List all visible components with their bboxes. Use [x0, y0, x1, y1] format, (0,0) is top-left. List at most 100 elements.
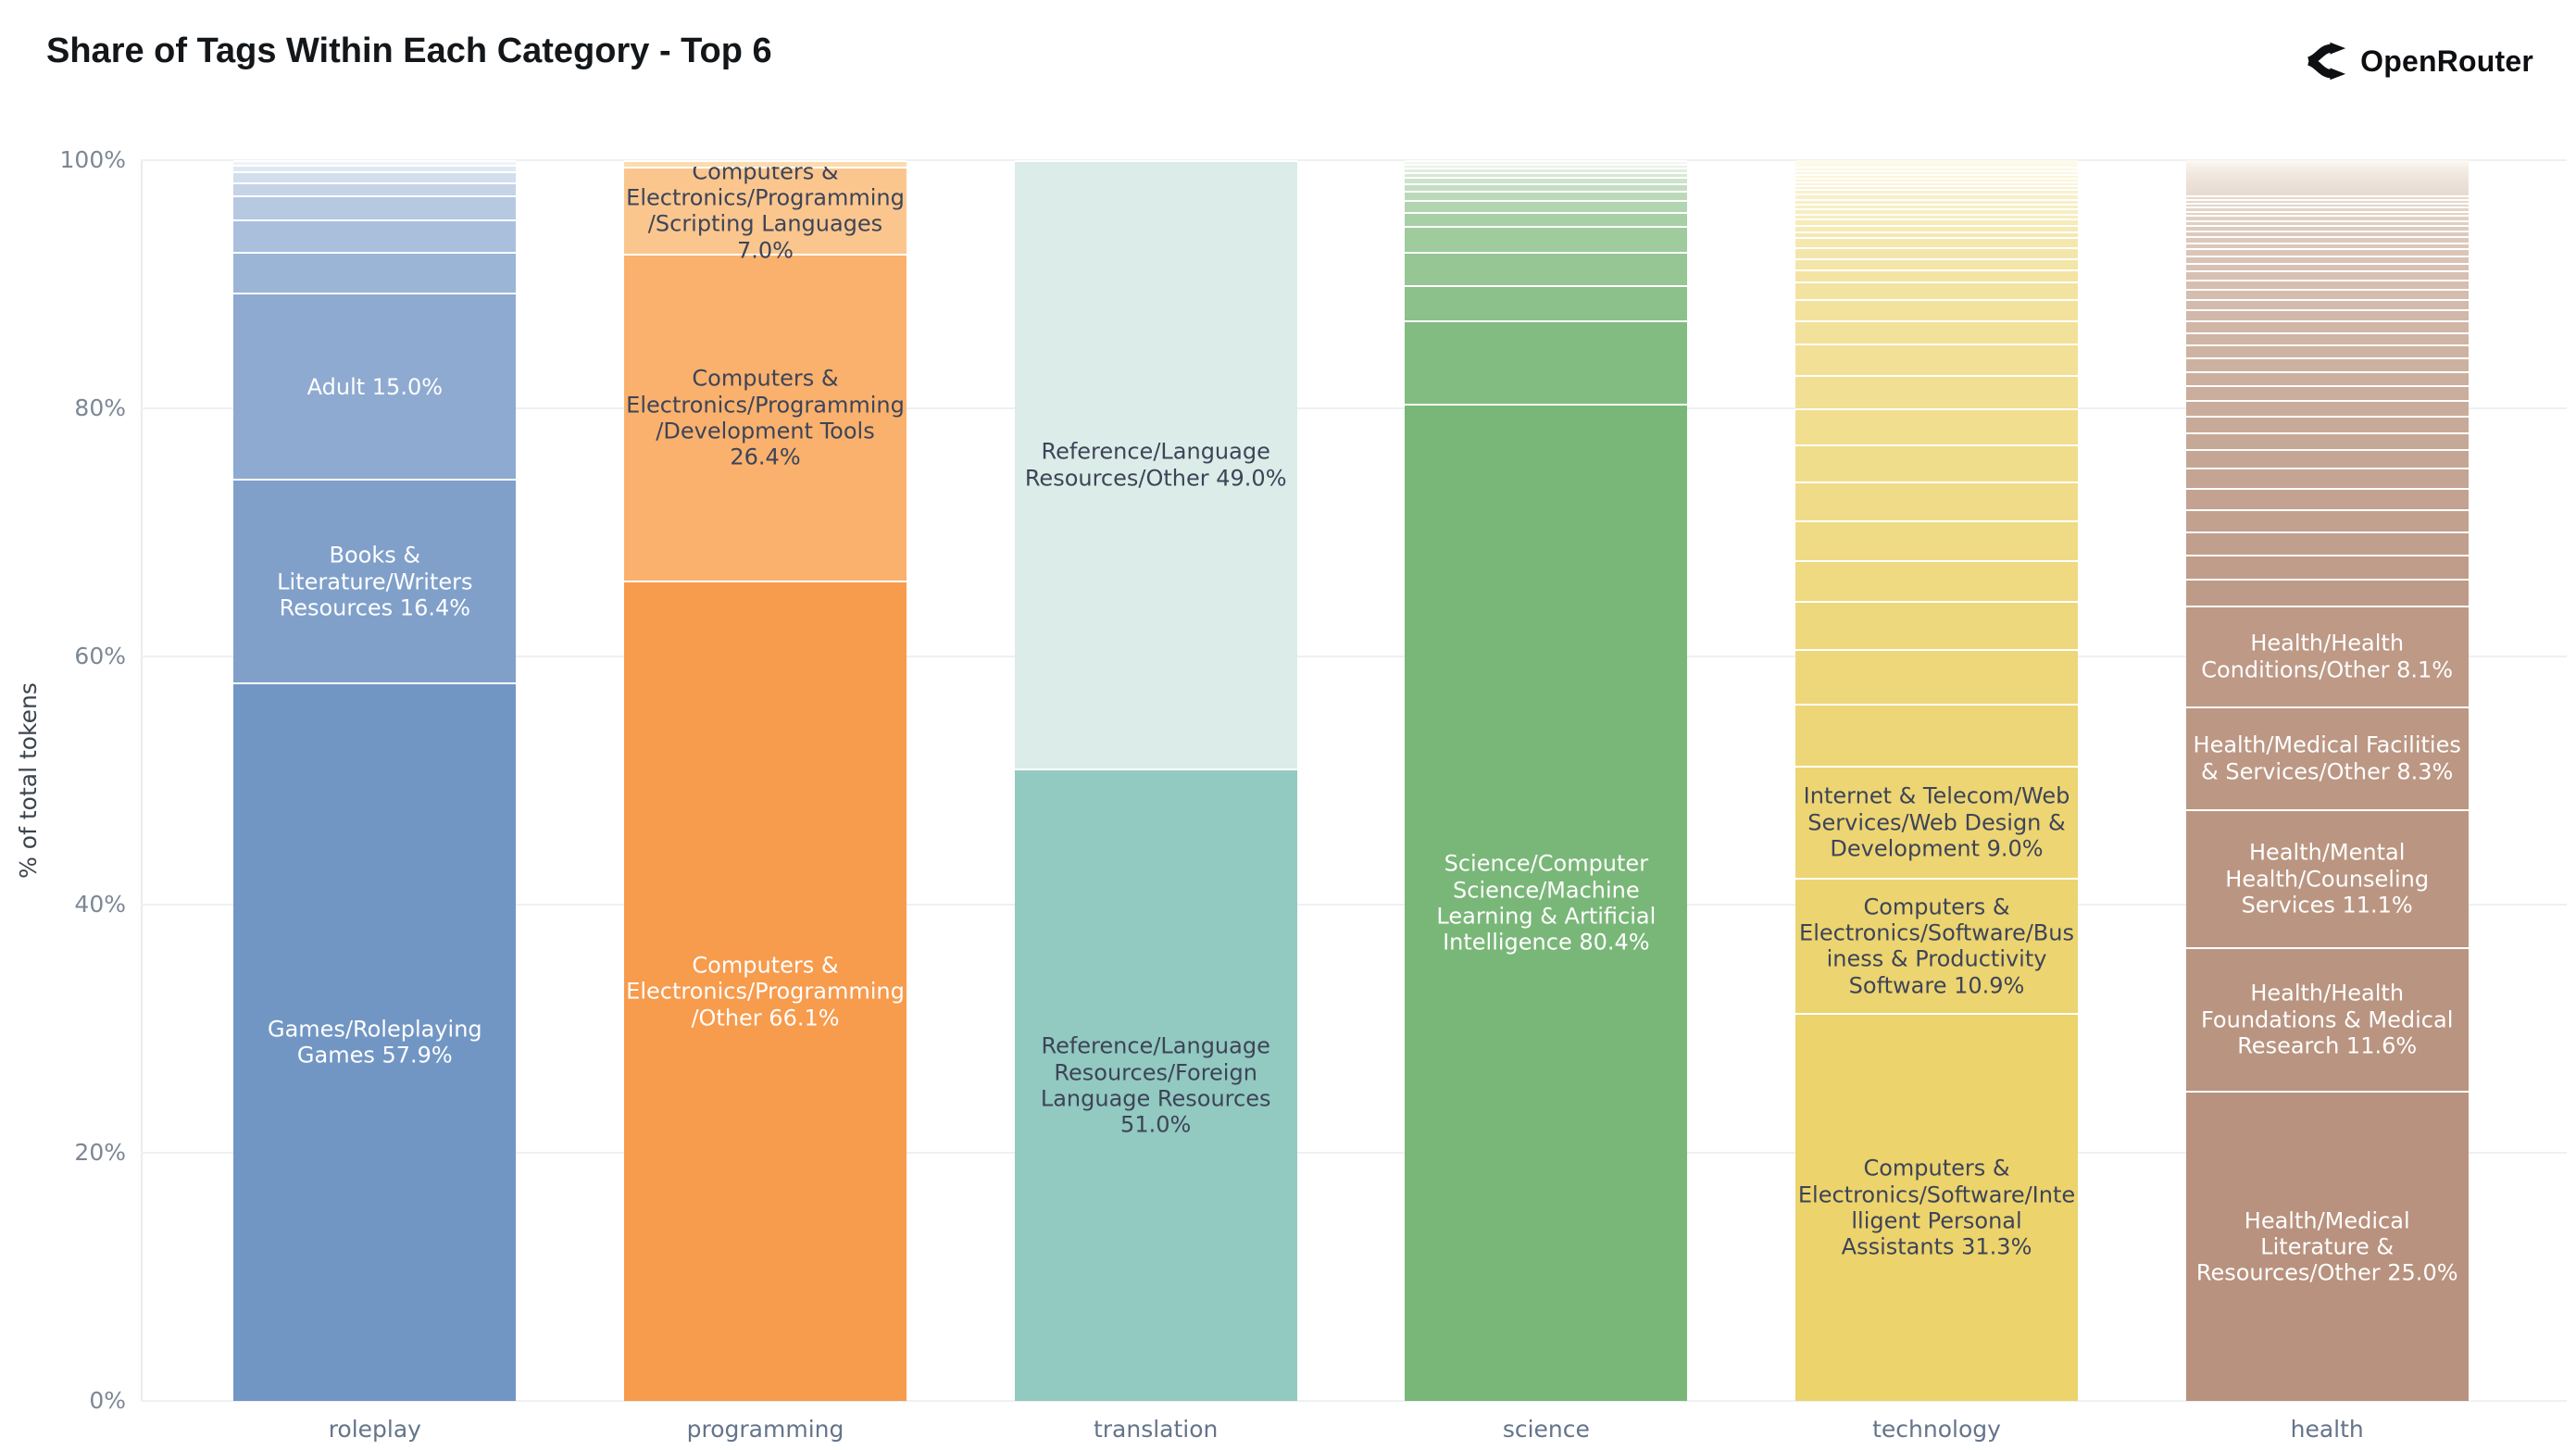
bar-segment[interactable] — [1795, 600, 2079, 649]
bar-segment[interactable] — [2185, 198, 2469, 203]
bar-segment[interactable]: Health/Medical Literature & Resources/Ot… — [2185, 1091, 2469, 1401]
bar-segment[interactable] — [1795, 481, 2079, 520]
bar-segment[interactable] — [1405, 160, 1688, 165]
bar-segment[interactable]: Computers & Electronics/Programming/Deve… — [624, 253, 907, 581]
bar-segment[interactable] — [1405, 177, 1688, 183]
bar-segment[interactable] — [2185, 248, 2469, 256]
bar-segment[interactable] — [1795, 177, 2079, 181]
bar-segment[interactable] — [1795, 246, 2079, 258]
bar-segment[interactable] — [2185, 508, 2469, 531]
bar-segment[interactable] — [1795, 160, 2079, 162]
bar-segment[interactable] — [2185, 331, 2469, 345]
bar-segment[interactable] — [1795, 164, 2079, 167]
bar-segment[interactable] — [1795, 519, 2079, 560]
bar-segment[interactable] — [624, 160, 907, 167]
bar-segment[interactable] — [1795, 649, 2079, 704]
bar-segment[interactable] — [2185, 279, 2469, 289]
bar-segment[interactable]: Health/Health Foundations & Medical Rese… — [2185, 946, 2469, 1091]
bar-segment[interactable] — [2185, 192, 2469, 195]
bar-segment[interactable] — [1405, 164, 1688, 169]
bar-segment[interactable] — [233, 182, 517, 195]
bar-segment[interactable]: Adult 15.0% — [233, 293, 517, 480]
bar-segment[interactable]: Computers & Electronics/Programming/Othe… — [624, 581, 907, 1401]
bar-segment[interactable] — [2185, 224, 2469, 231]
bar-segment[interactable] — [2185, 578, 2469, 606]
bar-segment[interactable] — [2185, 288, 2469, 299]
bar-segment[interactable] — [2185, 230, 2469, 236]
bar-segment[interactable] — [1795, 281, 2079, 300]
bar-segment[interactable] — [1795, 703, 2079, 766]
bar-segment[interactable] — [2185, 235, 2469, 243]
bar-segment[interactable] — [233, 219, 517, 253]
bar-segment[interactable] — [2185, 357, 2469, 371]
bar-segment[interactable] — [2185, 210, 2469, 216]
bar-segment[interactable] — [2185, 555, 2469, 579]
bar-segment[interactable] — [2185, 320, 2469, 332]
bar-segment[interactable]: Games/Roleplaying Games 57.9% — [233, 682, 517, 1401]
bar-segment[interactable] — [2185, 400, 2469, 417]
bar-segment[interactable] — [2185, 164, 2469, 166]
bar-segment[interactable] — [2185, 172, 2469, 175]
bar-segment[interactable] — [1405, 190, 1688, 200]
bar-segment[interactable]: Reference/Language Resources/Foreign Lan… — [1014, 768, 1297, 1401]
bar-segment[interactable] — [2185, 165, 2469, 168]
bar-segment[interactable] — [2185, 262, 2469, 271]
bar-segment[interactable] — [1795, 185, 2079, 190]
bar-segment[interactable] — [2185, 181, 2469, 184]
bar-segment[interactable] — [2185, 174, 2469, 177]
bar-segment[interactable] — [2185, 449, 2469, 469]
bar-segment[interactable] — [2185, 215, 2469, 220]
bar-segment[interactable] — [233, 252, 517, 294]
bar-segment[interactable] — [1405, 285, 1688, 320]
bar-segment[interactable] — [1405, 182, 1688, 191]
bar-segment[interactable] — [1795, 219, 2079, 225]
bar-segment[interactable]: Reference/Language Resources/Other 49.0% — [1014, 160, 1297, 769]
bar-segment[interactable] — [2185, 416, 2469, 432]
bar-segment[interactable] — [2185, 370, 2469, 386]
bar-segment[interactable] — [2185, 468, 2469, 488]
bar-segment[interactable] — [2185, 531, 2469, 556]
bar-segment[interactable] — [233, 194, 517, 220]
bar-segment[interactable] — [2185, 178, 2469, 181]
bar-segment[interactable] — [2185, 219, 2469, 225]
bar-segment[interactable] — [1795, 269, 2079, 282]
bar-segment[interactable] — [2185, 176, 2469, 179]
bar-segment[interactable]: Internet & Telecom/Web Services/Web Desi… — [1795, 765, 2079, 878]
bar-segment[interactable] — [1795, 161, 2079, 165]
bar-segment[interactable] — [1795, 319, 2079, 344]
bar-segment[interactable] — [1795, 189, 2079, 194]
bar-segment[interactable] — [2185, 160, 2469, 162]
bar-segment[interactable]: Health/Mental Health/Counseling Services… — [2185, 808, 2469, 947]
bar-segment[interactable] — [1795, 559, 2079, 601]
bar-segment[interactable] — [1405, 252, 1688, 286]
bar-segment[interactable] — [2185, 270, 2469, 280]
bar-segment[interactable] — [1405, 212, 1688, 227]
bar-segment[interactable] — [1795, 374, 2079, 409]
bar-segment[interactable] — [1795, 181, 2079, 185]
bar-segment[interactable] — [2185, 298, 2469, 309]
bar-segment[interactable] — [2185, 163, 2469, 165]
bar-segment[interactable] — [1795, 166, 2079, 170]
bar-segment[interactable] — [2185, 487, 2469, 509]
bar-segment[interactable] — [2185, 161, 2469, 164]
bar-segment[interactable] — [1405, 171, 1688, 178]
bar-segment[interactable] — [2185, 185, 2469, 190]
bar-segment[interactable]: Science/Computer Science/Machine Learnin… — [1405, 403, 1688, 1401]
bar-segment[interactable] — [2185, 169, 2469, 171]
bar-segment[interactable]: Computers & Electronics/Software/Intelli… — [1795, 1012, 2079, 1401]
bar-segment[interactable]: Books & Literature/Writers Resources 16.… — [233, 479, 517, 683]
bar-segment[interactable] — [1405, 199, 1688, 213]
bar-segment[interactable] — [1795, 224, 2079, 231]
bar-segment[interactable] — [1405, 168, 1688, 172]
bar-segment[interactable]: Computers & Electronics/Programming/Scri… — [624, 158, 907, 263]
bar-segment[interactable] — [2185, 170, 2469, 173]
bar-segment[interactable] — [1405, 226, 1688, 253]
bar-segment[interactable] — [1795, 204, 2079, 209]
bar-segment[interactable] — [1795, 173, 2079, 178]
bar-segment[interactable] — [233, 160, 517, 166]
bar-segment[interactable] — [2185, 183, 2469, 186]
bar-segment[interactable] — [1795, 169, 2079, 174]
bar-segment[interactable] — [1795, 194, 2079, 199]
bar-segment[interactable] — [2185, 167, 2469, 169]
bar-segment[interactable] — [1795, 258, 2079, 270]
